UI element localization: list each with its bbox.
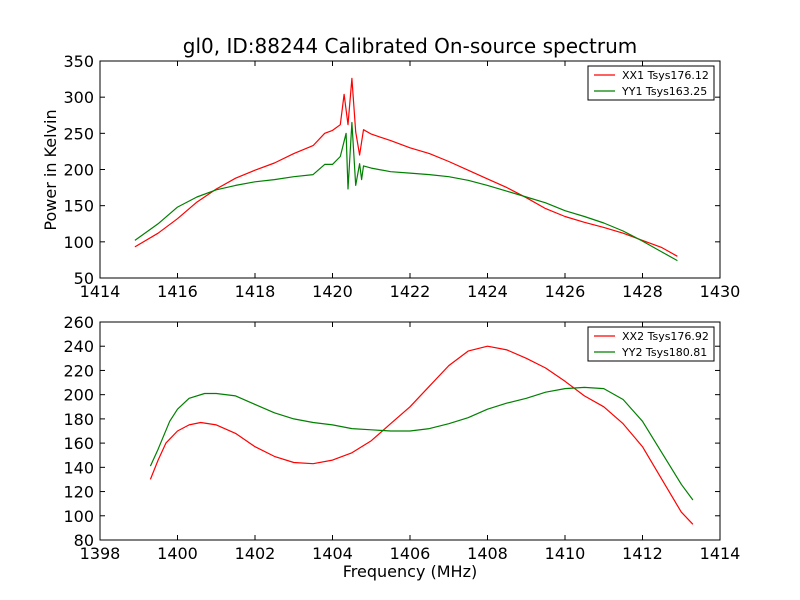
x-tick-label: 1400 xyxy=(157,544,198,563)
y-tick-label: 350 xyxy=(63,52,94,71)
bottom-chart: 1398 1400 1402 1404 1406 1408 1410 1412 1414 80 10… xyxy=(63,313,740,581)
x-tick-label: 1426 xyxy=(545,282,586,301)
y-tick-label: 250 xyxy=(63,124,94,143)
x-tick-label: 1424 xyxy=(467,282,508,301)
x-tick-label: 1408 xyxy=(467,544,508,563)
y-tick-label: 200 xyxy=(63,386,94,405)
top-chart-series-layer xyxy=(134,77,678,262)
top-chart-ticks: 1414 1416 1418 1420 1422 1424 1426 1428 1430 50 10… xyxy=(63,52,740,301)
x-tick-label: 1420 xyxy=(312,282,353,301)
x-tick-label: 1414 xyxy=(700,544,741,563)
y-tick-label: 120 xyxy=(63,483,94,502)
y-tick-label: 300 xyxy=(63,88,94,107)
x-tick-label: 1404 xyxy=(312,544,353,563)
y-tick-label: 220 xyxy=(63,361,94,380)
legend-box xyxy=(587,65,715,101)
x-tick-label: 1422 xyxy=(390,282,431,301)
bottom-chart-legend: XX2 Tsys176.92 YY2 Tsys180.81 xyxy=(587,326,715,362)
y-tick-label: 240 xyxy=(63,337,94,356)
y-tick-label: 100 xyxy=(63,507,94,526)
x-tick-label: 1418 xyxy=(235,282,276,301)
x-tick-label: 1428 xyxy=(622,282,663,301)
y-tick-label: 80 xyxy=(74,531,94,550)
legend-box xyxy=(587,326,715,362)
x-tick-label: 1398 xyxy=(80,544,121,563)
y-tick-label: 100 xyxy=(63,233,94,252)
x-axis-label: Frequency (MHz) xyxy=(343,562,477,581)
x-tick-label: 1412 xyxy=(622,544,663,563)
legend-label: XX1 Tsys176.12 xyxy=(622,69,709,82)
y-axis-label: Power in Kelvin xyxy=(41,109,60,230)
x-tick-label: 1402 xyxy=(235,544,276,563)
y-tick-label: 140 xyxy=(63,458,94,477)
x-tick-label: 1430 xyxy=(700,282,741,301)
chart-title: gl0, ID:88244 Calibrated On-source spect… xyxy=(183,34,637,58)
y-tick-label: 200 xyxy=(63,161,94,180)
x-tick-label: 1416 xyxy=(157,282,198,301)
legend-label: XX2 Tsys176.92 xyxy=(622,330,709,343)
series-line-1 xyxy=(149,345,694,525)
y-tick-label: 50 xyxy=(74,269,94,288)
series-line-1 xyxy=(134,77,678,257)
top-chart: 1414 1416 1418 1420 1422 1424 1426 1428 1430 50 10… xyxy=(41,52,740,301)
x-tick-label: 1410 xyxy=(545,544,586,563)
y-tick-label: 260 xyxy=(63,313,94,332)
y-tick-label: 180 xyxy=(63,410,94,429)
x-tick-label: 1406 xyxy=(390,544,431,563)
series-line-2 xyxy=(149,386,694,501)
legend-label: YY2 Tsys180.81 xyxy=(621,346,707,359)
x-tick-label: 1414 xyxy=(80,282,121,301)
series-line-2 xyxy=(134,121,678,262)
bottom-chart-series-layer xyxy=(149,345,694,525)
legend-label: YY1 Tsys163.25 xyxy=(621,85,707,98)
bottom-chart-ticks: 1398 1400 1402 1404 1406 1408 1410 1412 1414 80 10… xyxy=(63,313,740,563)
y-tick-label: 150 xyxy=(63,197,94,216)
y-tick-label: 160 xyxy=(63,434,94,453)
top-chart-legend: XX1 Tsys176.12 YY1 Tsys163.25 xyxy=(587,65,715,101)
